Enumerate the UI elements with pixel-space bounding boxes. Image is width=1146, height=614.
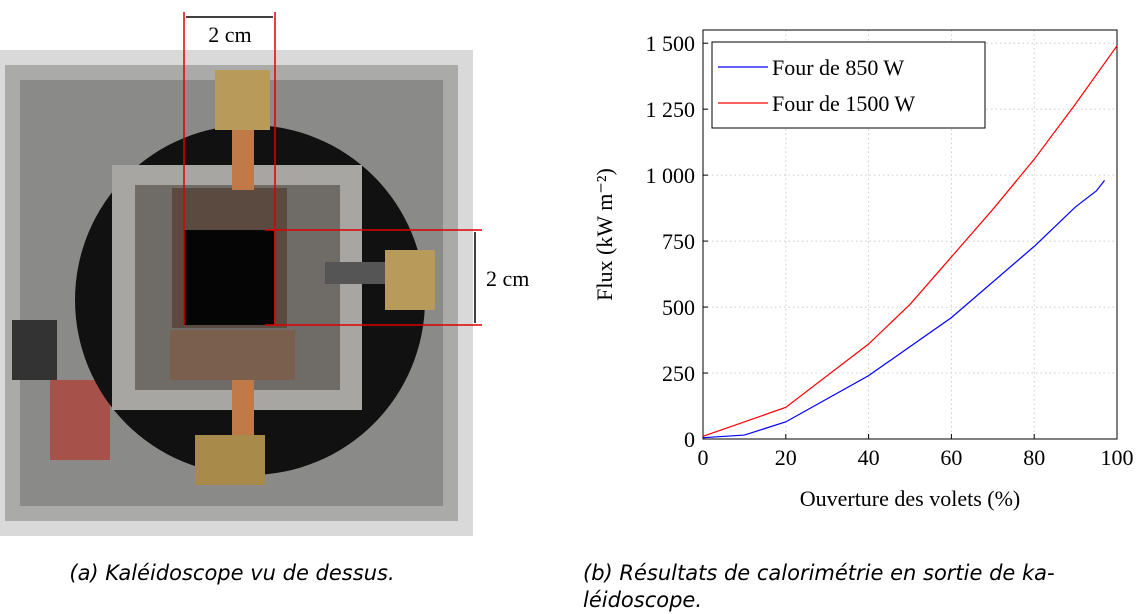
caption: léidoscope. — [583, 588, 702, 612]
x-axis-label: Ouverture des volets (%) — [800, 486, 1021, 511]
chart: 0 250 500 750 1 000 1 250 1 500 0 20 40 60 80 100 Fou… — [592, 29, 1134, 511]
y-tick-label: 1 000 — [646, 163, 696, 188]
y-axis-label: Flux (kW m⁻²) — [592, 168, 617, 301]
y-tick-label: 250 — [662, 361, 695, 386]
legend-label: Four de 850 W — [772, 55, 904, 80]
y-tick-label: 1 500 — [646, 31, 696, 56]
x-tick-label: 60 — [940, 445, 962, 470]
y-tick-label: 1 250 — [646, 97, 696, 122]
photo: 2 cm 2 cm — [0, 12, 529, 536]
caption: (b) Résultats de calorimétrie en sortie … — [583, 561, 1055, 585]
line — [702, 45, 1118, 437]
y-tick-label: 750 — [662, 229, 695, 254]
x-tick-label: 20 — [775, 445, 797, 470]
dimension-label: 2 cm — [486, 266, 529, 291]
x-tick-label: 80 — [1023, 445, 1045, 470]
y-tick-label: 500 — [662, 295, 695, 320]
plot-frame — [702, 29, 1118, 440]
dimension-label: 2 cm — [208, 22, 251, 47]
x-tick-label: 0 — [698, 445, 709, 470]
caption: (a) Kaléidoscope vu de dessus. — [69, 561, 394, 585]
legend — [711, 41, 986, 129]
y-tick-label: 0 — [684, 427, 695, 452]
x-tick-label: 100 — [1101, 445, 1134, 470]
legend-label: Four de 1500 W — [772, 91, 915, 116]
x-tick-label: 40 — [858, 445, 880, 470]
line — [702, 180, 1106, 439]
